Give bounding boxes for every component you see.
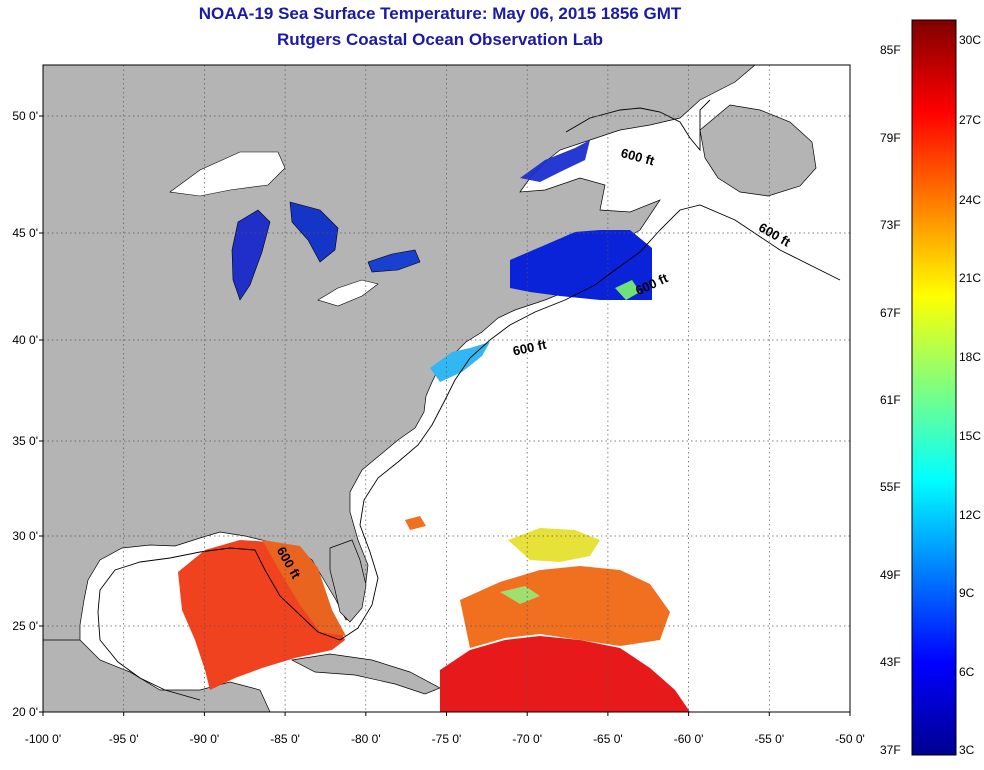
land-florida	[329, 539, 367, 623]
lat-tick-label: 40 0'	[12, 333, 38, 347]
colorbar-f-label: 37F	[880, 743, 901, 757]
sst-gulf-of-mexico-east	[262, 540, 346, 636]
sst-caribbean	[440, 636, 690, 712]
colorbar-f-label: 85F	[880, 43, 901, 57]
lat-tick-label: 20 0'	[12, 705, 38, 719]
sst-gulf-of-maine	[510, 230, 652, 300]
lat-tick-label: 35 0'	[12, 434, 38, 448]
lon-tick-label: -50 0'	[835, 732, 865, 746]
lon-tick-label: -100 0'	[24, 732, 62, 746]
colorbar-c-label: 15C	[959, 429, 982, 443]
lat-tick-label: 30 0'	[12, 529, 38, 543]
lon-tick-label: -85 0'	[270, 732, 300, 746]
colorbar-c-label: 27C	[959, 113, 982, 127]
colorbar-c-label: 3C	[959, 743, 975, 757]
colorbar	[911, 19, 957, 756]
colorbar-f-label: 67F	[880, 306, 901, 320]
lon-tick-label: -70 0'	[512, 732, 543, 746]
sst-sargasso-yellow	[508, 528, 600, 562]
land-cuba	[290, 653, 441, 695]
colorbar-f-label: 73F	[880, 218, 901, 232]
isobath-600ft-north	[565, 99, 711, 152]
colorbar-c-label: 6C	[959, 665, 975, 679]
great-lakes	[169, 151, 421, 307]
axis-ticks	[39, 115, 851, 716]
colorbar-f-label: 61F	[880, 393, 901, 407]
lon-tick-label: -60 0'	[673, 732, 704, 746]
colorbar-f-label: 49F	[880, 568, 901, 582]
sst-mid-atlantic	[430, 342, 490, 382]
colorbar-f-label: 79F	[880, 131, 901, 145]
sst-gulf-stlawrence	[520, 140, 590, 182]
land-newfoundland	[699, 104, 817, 197]
colorbar-f-label: 55F	[880, 480, 901, 494]
land-north-america	[43, 65, 756, 712]
colorbar-f-label: 43F	[880, 655, 901, 669]
colorbar-c-label: 24C	[959, 193, 982, 207]
isobath-label: 600 ft	[511, 337, 548, 359]
lat-tick-label: 50 0'	[12, 109, 38, 123]
colorbar-c-label: 12C	[959, 508, 982, 522]
isobath-600ft	[97, 204, 841, 701]
sst-georges-bank	[615, 280, 640, 300]
map-title: NOAA-19 Sea Surface Temperature: May 06,…	[198, 4, 682, 23]
land-yucatan	[43, 639, 271, 712]
colorbar-c-label: 9C	[959, 586, 975, 600]
sst-small-patch	[405, 516, 426, 530]
lon-tick-label: -95 0'	[108, 732, 139, 746]
lon-tick-label: -80 0'	[350, 732, 381, 746]
lon-tick-label: -75 0'	[431, 732, 462, 746]
colorbar-c-label: 30C	[959, 33, 982, 47]
lon-tick-label: -55 0'	[754, 732, 785, 746]
lat-tick-label: 45 0'	[12, 226, 38, 240]
colorbar-c-label: 18C	[959, 350, 982, 364]
map-subtitle: Rutgers Coastal Ocean Observation Lab	[277, 30, 603, 49]
colorbar-c-label: 21C	[959, 271, 982, 285]
sst-bahamas-orange	[460, 566, 670, 648]
lon-tick-label: -90 0'	[189, 732, 220, 746]
lon-tick-label: -65 0'	[593, 732, 623, 746]
sst-sargasso-green	[500, 586, 540, 604]
lat-tick-label: 25 0'	[12, 619, 38, 633]
